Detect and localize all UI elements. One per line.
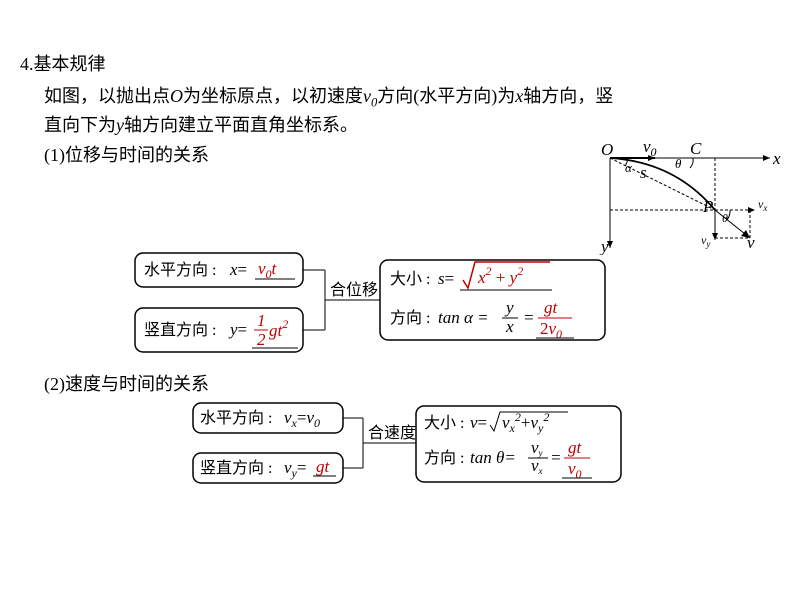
disp-tan: tan α = (438, 308, 489, 327)
disp-horiz-label: 水平方向 : (144, 261, 216, 279)
label-theta-p: θ (722, 211, 728, 225)
t: 直向下为 (44, 115, 116, 135)
vel-v-label: 竖直方向 : (200, 459, 272, 477)
label-O: O (601, 140, 613, 159)
intro-line-1: 如图，以抛出点O为坐标原点，以初速度v0方向(水平方向)为x轴方向，竖 (44, 82, 770, 111)
t: 轴方向，竖 (523, 86, 613, 106)
disp-eq2: = (523, 308, 534, 327)
t: 如图，以抛出点 (44, 86, 170, 106)
disp-dir-label: 方向 : (390, 309, 430, 327)
disp-size-label: 大小 : (390, 270, 430, 288)
label-vx: vx (758, 197, 767, 213)
disp-fx: x (505, 317, 514, 336)
vel-gt: gt (316, 457, 331, 476)
t: 方向(水平方向)为 (377, 86, 515, 106)
disp-vert-label: 竖直方向 : (144, 321, 216, 339)
disp-half-n: 1 (257, 311, 266, 330)
vel-eq2: = (550, 448, 561, 467)
label-x: x (772, 149, 781, 168)
disp-sqrt: x2 + y2 (477, 264, 523, 287)
vel-join: 合速度 (368, 424, 416, 442)
vel-h-label: 水平方向 : (200, 409, 272, 427)
label-v: v (747, 233, 755, 252)
heading: 4.基本规律 (20, 50, 770, 76)
displacement-group: 水平方向 : x= v0t 竖直方向 : y= 1 2 gt2 合位移 大小 :… (130, 248, 620, 358)
intro-line-2: 直向下为y轴方向建立平面直角坐标系。 (44, 111, 770, 137)
disp-join: 合位移 (330, 281, 378, 299)
var-O: O (170, 86, 183, 106)
label-s: s (640, 163, 647, 182)
disp-x: x= (229, 260, 247, 279)
section-2: (2)速度与时间的关系 (44, 370, 209, 396)
vel-gt2: gt (568, 438, 583, 457)
disp-fy: y (504, 298, 514, 317)
disp-half-d: 2 (257, 330, 266, 349)
projectile-diagram: O x y v0 s α C θ P vx vy v θ (595, 140, 785, 255)
label-v0: v0 (643, 140, 657, 159)
label-C: C (690, 140, 702, 158)
t: 轴方向建立平面直角坐标系。 (124, 115, 358, 135)
disp-s: s= (438, 269, 454, 288)
label-vy: vy (701, 233, 710, 249)
vel-size: 大小 : (424, 414, 464, 432)
label-theta-top: θ (675, 156, 682, 171)
vel-v: v= (470, 413, 487, 432)
disp-gt: gt (544, 298, 559, 317)
vel-dir: 方向 : (424, 449, 464, 467)
label-alpha: α (625, 160, 633, 175)
vel-tan: tan θ= (470, 448, 516, 467)
disp-y: y= (228, 320, 247, 339)
velocity-group: 水平方向 : vx=v0 竖直方向 : vy= gt 合速度 大小 : v= v… (188, 398, 628, 498)
label-P: P (702, 197, 713, 216)
v: v (363, 86, 371, 106)
t: 为坐标原点，以初速度 (183, 86, 363, 106)
y: y (116, 115, 124, 135)
